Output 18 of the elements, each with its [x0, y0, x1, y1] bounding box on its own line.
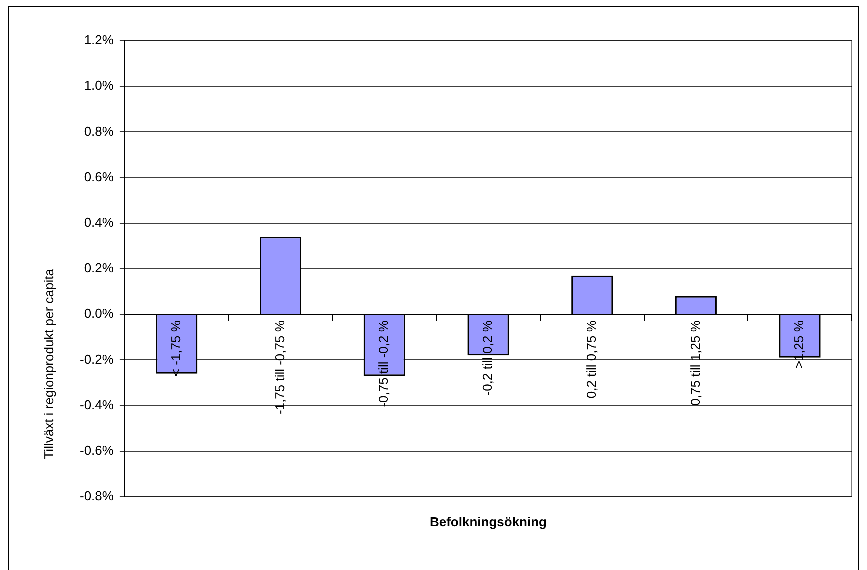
y-tick-label: 0.0%	[84, 306, 114, 322]
y-tick-label: 1.2%	[84, 32, 114, 48]
y-tick-label: 0.8%	[84, 124, 114, 139]
y-tick-label: -0.4%	[80, 397, 114, 412]
x-tick-label: -0,2 till 0,2 %	[480, 320, 496, 396]
y-tick-label: -0.8%	[80, 488, 114, 504]
y-tick-label: 0.2%	[84, 260, 114, 276]
y-tick-label: 0.6%	[84, 169, 114, 184]
y-axis-title: Tillväxt i regionprodukt per capita	[42, 268, 57, 460]
x-tick-label: 0,75 till 1,25 %	[688, 320, 703, 406]
y-tick-label: -0.6%	[80, 442, 114, 458]
y-tick-label: 0.4%	[84, 214, 114, 230]
x-tick-label: 0,2 till 0,75 %	[584, 320, 599, 399]
y-tick-label: 1.0%	[84, 78, 114, 94]
x-tick-label: -0,75 till -0,2 %	[376, 320, 392, 408]
x-axis-title: Befolkningsökning	[430, 514, 548, 530]
x-tick-label: -1,75 till -0,75 %	[272, 320, 288, 415]
y-tick-label: -0.2%	[80, 352, 114, 367]
